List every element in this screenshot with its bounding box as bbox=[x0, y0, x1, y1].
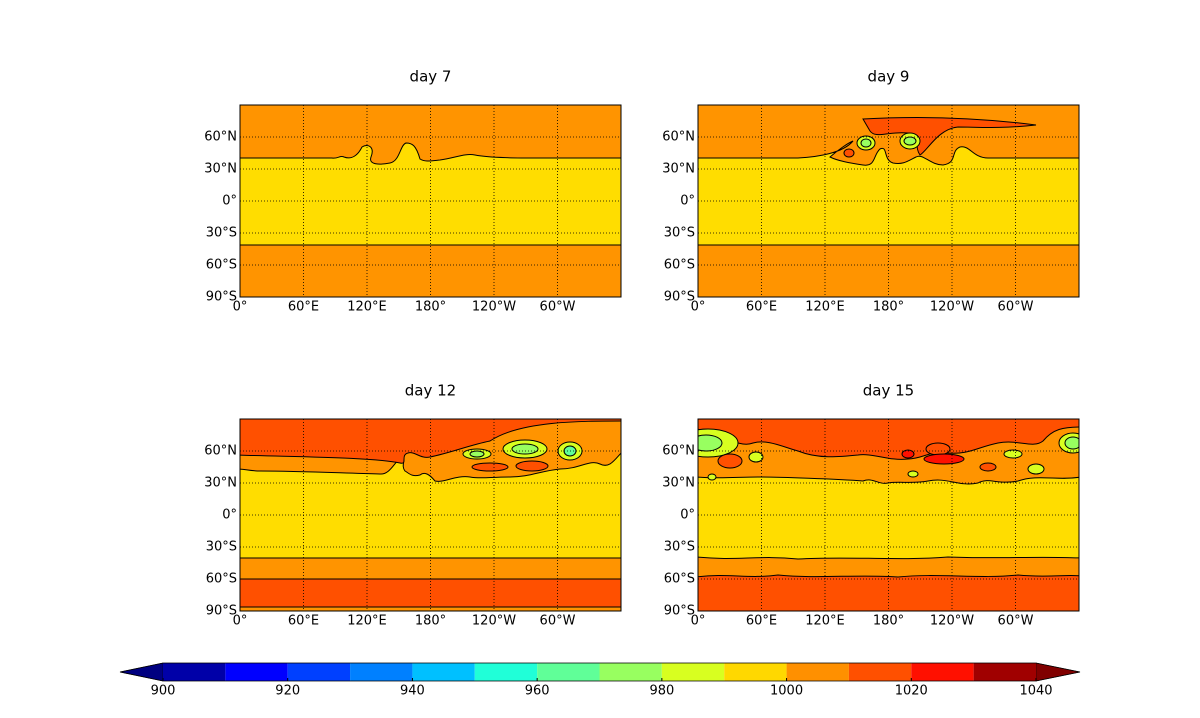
colorbar-tick-label: 920 bbox=[275, 684, 300, 699]
colorbar-tick-label: 1040 bbox=[1019, 684, 1052, 699]
colorbar-segment bbox=[412, 663, 475, 681]
panel-title: day 7 bbox=[410, 68, 452, 86]
x-tick-label: 60°W bbox=[998, 614, 1034, 629]
x-tick-label: 180° bbox=[873, 614, 904, 629]
colorbar-extend-low bbox=[119, 662, 164, 682]
x-tick-label: 60°W bbox=[540, 614, 576, 629]
axes-frame bbox=[239, 104, 622, 298]
y-tick-label: 30°N bbox=[662, 476, 695, 491]
y-tick-label: 30°N bbox=[662, 162, 695, 177]
colorbar-segment bbox=[848, 663, 912, 681]
x-tick-label: 120°W bbox=[472, 300, 516, 315]
x-tick-label: 180° bbox=[415, 300, 446, 315]
x-tick-label: 120°E bbox=[347, 300, 387, 315]
colorbar-extend-high bbox=[1035, 662, 1081, 682]
x-tick-label: 120°W bbox=[472, 614, 516, 629]
colorbar-tick-label: 1020 bbox=[895, 684, 928, 699]
colorbar-segment bbox=[537, 663, 600, 681]
y-tick-label: 0° bbox=[222, 508, 237, 523]
x-tick-label: 60°E bbox=[288, 614, 319, 629]
map-panel: day 9 0° 60°E 120°E 180° 120°W 60°W 90°S 60°S 30°… bbox=[662, 68, 1080, 315]
x-tick-label: 0° bbox=[233, 614, 248, 629]
colorbar: 900 920 940 960 980 1000 1020 1040 bbox=[119, 662, 1081, 699]
x-tick-label: 120°W bbox=[930, 300, 974, 315]
colorbar-tick-label: 900 bbox=[151, 684, 176, 699]
axes-frame bbox=[239, 418, 622, 612]
y-tick-label: 90°S bbox=[206, 290, 237, 305]
y-tick-label: 60°S bbox=[206, 258, 237, 273]
x-tick-label: 0° bbox=[691, 614, 706, 629]
colorbar-tick-label: 960 bbox=[525, 684, 550, 699]
y-tick-label: 30°N bbox=[204, 476, 237, 491]
panel-title: day 9 bbox=[868, 68, 910, 86]
y-tick-label: 60°N bbox=[662, 444, 695, 459]
panel-title: day 12 bbox=[405, 382, 456, 400]
x-tick-label: 60°W bbox=[998, 300, 1034, 315]
x-tick-label: 120°E bbox=[347, 614, 387, 629]
x-tick-label: 0° bbox=[233, 300, 248, 315]
x-tick-label: 180° bbox=[873, 300, 904, 315]
colorbar-segment bbox=[724, 663, 787, 681]
y-tick-label: 60°N bbox=[204, 130, 237, 145]
colorbar-segment bbox=[661, 663, 725, 681]
colorbar-segment bbox=[225, 663, 288, 681]
y-tick-label: 30°S bbox=[206, 540, 237, 555]
y-tick-label: 30°S bbox=[664, 540, 695, 555]
colorbar-tick-label: 980 bbox=[649, 684, 674, 699]
map-panel: day 15 0° 60°E 120°E 180° 120°W 60°W 90°S 60°S 30… bbox=[662, 382, 1080, 629]
y-tick-label: 90°S bbox=[664, 604, 695, 619]
colorbar-segment bbox=[163, 663, 226, 681]
colorbar-segment bbox=[973, 663, 1036, 681]
y-tick-label: 0° bbox=[680, 194, 695, 209]
x-tick-label: 120°E bbox=[805, 300, 845, 315]
colorbar-segment bbox=[599, 663, 662, 681]
y-tick-label: 60°S bbox=[664, 572, 695, 587]
axes-frame bbox=[697, 104, 1080, 298]
y-tick-label: 90°S bbox=[206, 604, 237, 619]
panel-title: day 15 bbox=[863, 382, 914, 400]
colorbar-tick-label: 940 bbox=[400, 684, 425, 699]
y-tick-label: 30°S bbox=[664, 226, 695, 241]
x-tick-label: 60°W bbox=[540, 300, 576, 315]
x-tick-label: 120°W bbox=[930, 614, 974, 629]
colorbar-segment bbox=[350, 663, 413, 681]
colorbar-tick-label: 1000 bbox=[770, 684, 803, 699]
y-tick-label: 0° bbox=[680, 508, 695, 523]
x-tick-label: 60°E bbox=[746, 300, 777, 315]
x-tick-label: 180° bbox=[415, 614, 446, 629]
colorbar-segment bbox=[474, 663, 538, 681]
x-tick-label: 120°E bbox=[805, 614, 845, 629]
colorbar-segment bbox=[911, 663, 974, 681]
y-tick-label: 60°N bbox=[204, 444, 237, 459]
x-tick-label: 60°E bbox=[746, 614, 777, 629]
map-panel: day 12 0° 60°E 120°E 180° 120°W 60°W 90°S 60°S 30… bbox=[204, 382, 622, 629]
y-tick-label: 60°S bbox=[206, 572, 237, 587]
y-tick-label: 30°S bbox=[206, 226, 237, 241]
colorbar-segment bbox=[287, 663, 351, 681]
y-tick-label: 60°N bbox=[662, 130, 695, 145]
x-tick-label: 60°E bbox=[288, 300, 319, 315]
y-tick-label: 90°S bbox=[664, 290, 695, 305]
y-tick-label: 0° bbox=[222, 194, 237, 209]
x-tick-label: 0° bbox=[691, 300, 706, 315]
colorbar-segment bbox=[786, 663, 849, 681]
map-panel: day 7 0° 60°E 120°E 180° 120°W 60°W 90°S 60°S 30°… bbox=[204, 68, 622, 315]
y-tick-label: 30°N bbox=[204, 162, 237, 177]
y-tick-label: 60°S bbox=[664, 258, 695, 273]
axes-frame bbox=[697, 418, 1080, 612]
